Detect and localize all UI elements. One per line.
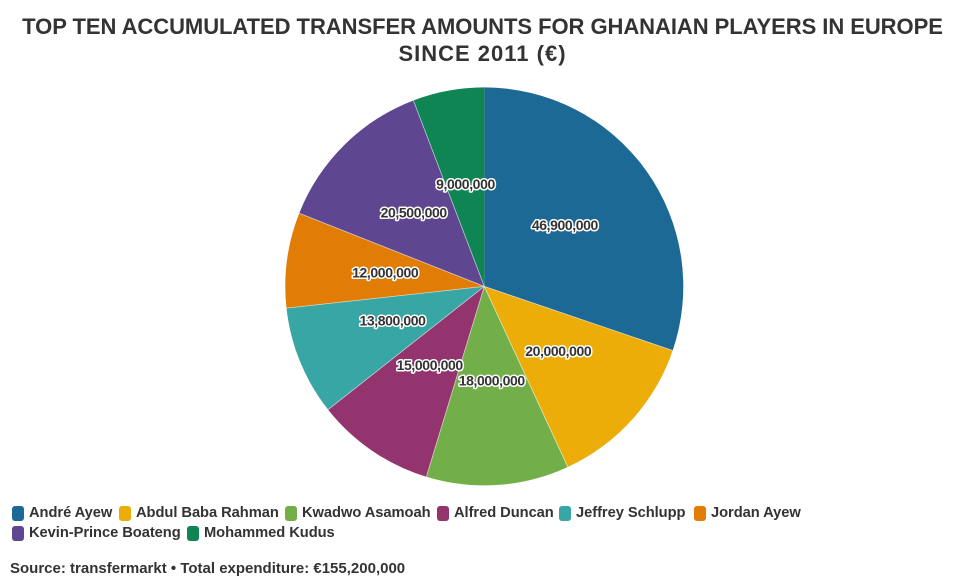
svg-text:15,000,000: 15,000,000 <box>397 357 464 373</box>
svg-text:46,900,000: 46,900,000 <box>532 217 599 233</box>
svg-text:20,000,000: 20,000,000 <box>525 343 592 359</box>
svg-text:20,500,000: 20,500,000 <box>381 204 448 220</box>
svg-text:13,800,000: 13,800,000 <box>359 313 426 329</box>
svg-text:12,000,000: 12,000,000 <box>352 264 419 280</box>
svg-text:18,000,000: 18,000,000 <box>459 373 526 389</box>
svg-text:9,000,000: 9,000,000 <box>436 176 495 192</box>
